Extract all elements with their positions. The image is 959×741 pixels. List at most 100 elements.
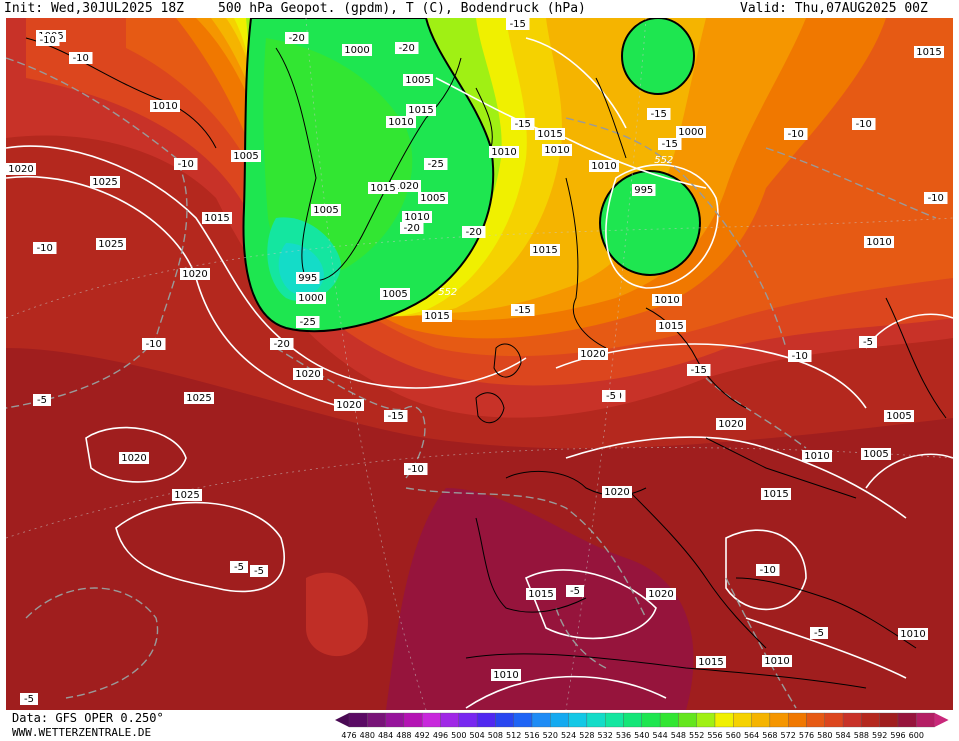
isobar-label: 1020 <box>180 268 210 280</box>
temperature-label-box <box>784 128 808 140</box>
temperature-label: -10 <box>174 158 198 170</box>
isobar-label: 1015 <box>530 244 560 256</box>
temperature-label-text: -10 <box>37 243 53 254</box>
temperature-label-box <box>566 585 584 597</box>
isobar-label-text: 1010 <box>654 295 679 306</box>
isobar-label-box <box>530 244 560 256</box>
isobar-label: 1010 <box>491 669 521 681</box>
legend-tick-label: 592 <box>872 731 887 740</box>
temperature-label-box <box>602 390 620 402</box>
temperature-label-box <box>647 108 671 120</box>
isobar-label-box <box>406 104 436 116</box>
temperature-label-box <box>852 118 876 130</box>
legend-tick-label: 580 <box>817 731 832 740</box>
isobar-label-text: 1005 <box>405 75 430 86</box>
legend-tick-label: 564 <box>744 731 759 740</box>
temperature-label: -5 <box>602 390 620 402</box>
isobar-label: 1010 <box>542 144 572 156</box>
isobar-label: 1000 <box>342 44 372 56</box>
temperature-label: -20 <box>270 338 294 350</box>
isobar-label-text: 1005 <box>313 205 338 216</box>
isobar-label: 1015 <box>202 212 232 224</box>
temperature-label: -5 <box>20 693 38 705</box>
temperature-label: -15 <box>384 410 408 422</box>
trough-scandinavia <box>599 170 701 276</box>
isobar-label: 1020 <box>391 180 421 192</box>
legend-tick-label: 552 <box>689 731 704 740</box>
isobar-label: 1005 <box>884 410 914 422</box>
temperature-label-text: -5 <box>570 586 580 597</box>
temperature-label: -25 <box>296 316 320 328</box>
isobar-label-text: 1010 <box>591 161 616 172</box>
temperature-label: -25 <box>424 158 448 170</box>
isobar-label: 1005 <box>418 192 448 204</box>
legend-tick-label: 540 <box>634 731 649 740</box>
isobar-label-text: 1025 <box>98 239 123 250</box>
isobar-label-text: 1010 <box>152 101 177 112</box>
legend-tick-label: 532 <box>598 731 613 740</box>
legend-swatch <box>568 712 588 728</box>
field-warm-blob <box>306 572 368 657</box>
isobar-label-text: 1015 <box>408 105 433 116</box>
isobar-label: 1010 <box>489 146 519 158</box>
isobar-label-box <box>184 392 214 404</box>
temperature-label-text: -10 <box>408 464 424 475</box>
legend-swatch <box>842 712 862 728</box>
isobar-label-box <box>578 348 608 360</box>
isobar-label-box <box>646 588 676 600</box>
isobar-label: 1000 <box>296 292 326 304</box>
isobar-label-box <box>491 669 521 681</box>
isobar-label-box <box>202 212 232 224</box>
isobar-label-text: 995 <box>298 273 317 284</box>
isobar-label-text: 1020 <box>580 349 605 360</box>
isobar-label-box <box>762 655 792 667</box>
isobar-label: 1005 <box>380 288 410 300</box>
temperature-label-box <box>511 304 535 316</box>
isobar-label: 1020 <box>646 588 676 600</box>
legend-tick-label: 528 <box>579 731 594 740</box>
temperature-label-box <box>270 338 294 350</box>
legend-swatch <box>659 712 679 728</box>
temperature-label-text: -10 <box>40 35 56 46</box>
isobar-label-box <box>802 450 832 462</box>
isobar-label-text: 1015 <box>370 183 395 194</box>
legend-swatch <box>897 712 917 728</box>
temperature-label-box <box>756 564 780 576</box>
isobar-label-text: 1010 <box>491 147 516 158</box>
temperature-label-box <box>33 394 51 406</box>
isobar-label-text: 1025 <box>174 490 199 501</box>
isobar-label-box <box>632 184 656 196</box>
temperature-label: -5 <box>33 394 51 406</box>
temperature-label: -5 <box>566 585 584 597</box>
legend-swatch <box>788 712 807 728</box>
isobar-label-box <box>368 182 398 194</box>
legend-tick-label: 520 <box>543 731 558 740</box>
temperature-label-box <box>687 364 711 376</box>
geopotential-label-text: 552 <box>438 287 457 298</box>
geopotential-label: 552 <box>438 287 457 298</box>
temperature-label-text: -10 <box>760 565 776 576</box>
isobar-label: 1010 <box>652 294 682 306</box>
temperature-label-box <box>462 226 486 238</box>
temperature-label-text: -20 <box>399 43 415 54</box>
temperature-label: -20 <box>395 42 419 54</box>
isobar-label-text: 995 <box>634 185 653 196</box>
legend-max-arrow <box>934 713 949 727</box>
isobar-label-box <box>652 294 682 306</box>
isobar-label-box <box>589 160 619 172</box>
isobar-label-box <box>542 144 572 156</box>
temperature-label-box <box>395 42 419 54</box>
legend-tick-label: 504 <box>469 731 484 740</box>
isobar-label-text: 1020 <box>648 589 673 600</box>
isobar-label: 1020 <box>334 399 364 411</box>
legend-tick-label: 556 <box>707 731 722 740</box>
temperature-label-text: -5 <box>606 391 616 402</box>
isobar-label-text: 1010 <box>544 145 569 156</box>
legend-tick-label: 568 <box>762 731 777 740</box>
temperature-label-text: -10 <box>73 53 89 64</box>
legend-tick-label: 512 <box>506 731 521 740</box>
isobar-label-text: 1015 <box>763 489 788 500</box>
isobar-label-box <box>334 399 364 411</box>
isobar-label-box <box>761 488 791 500</box>
isobar-label: 1010 <box>864 236 894 248</box>
